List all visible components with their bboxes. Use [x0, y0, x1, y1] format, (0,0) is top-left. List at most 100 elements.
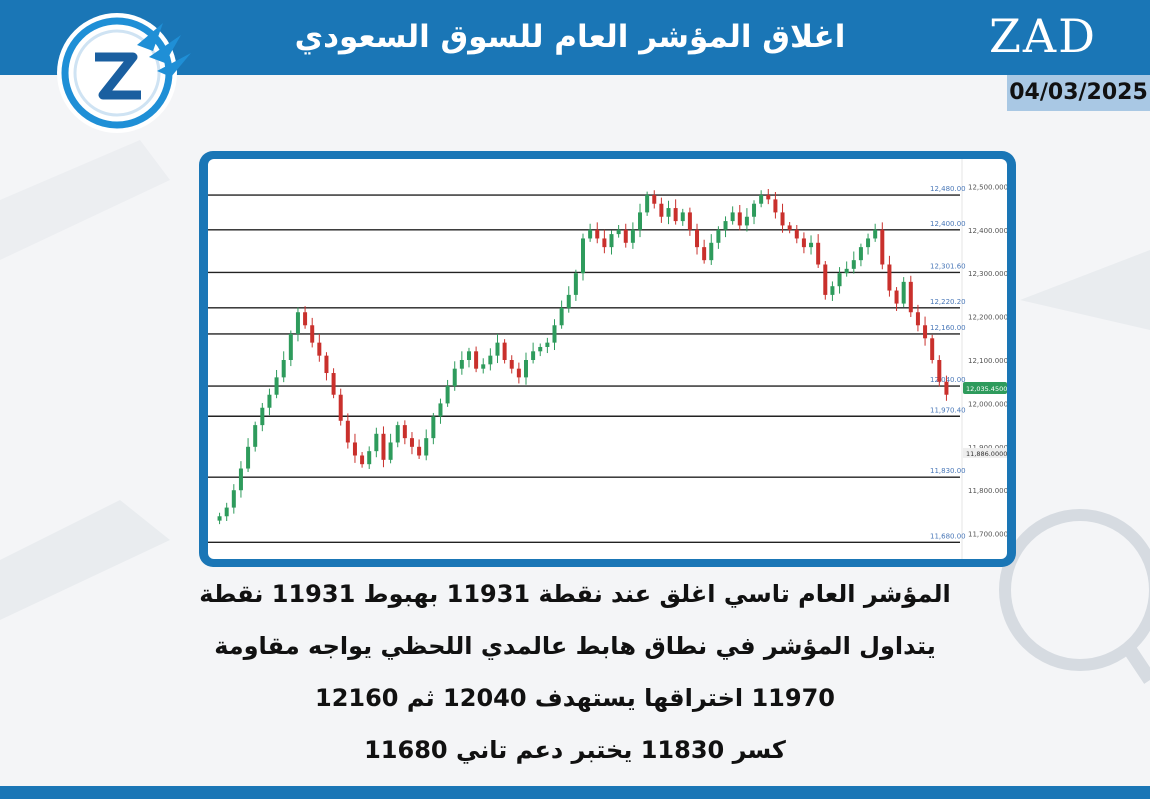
- candle-body: [915, 312, 920, 326]
- candle-body: [552, 325, 557, 343]
- y-tick-label: 12,300.0000: [968, 270, 1007, 278]
- date-badge: 04/03/2025: [1007, 75, 1150, 111]
- candle-body: [837, 273, 842, 287]
- candle-body: [623, 229, 628, 243]
- marker-price-tag: [963, 447, 1007, 458]
- y-tick-label: 11,900.0000: [968, 444, 1007, 452]
- candle-body: [944, 381, 949, 395]
- candle-body: [217, 516, 222, 521]
- candle-body: [466, 351, 471, 360]
- candle-body: [923, 325, 928, 339]
- candle-body: [702, 247, 707, 261]
- candle-body: [509, 360, 514, 369]
- current-price-label: 12,035.4500: [966, 385, 1007, 393]
- candle-body: [545, 342, 550, 347]
- footer-bar: [0, 786, 1150, 799]
- candle-body: [858, 247, 863, 261]
- candle-body: [595, 229, 600, 239]
- candle-body: [310, 325, 315, 343]
- candle-body: [559, 307, 564, 326]
- candle-body: [573, 273, 578, 295]
- header-bar: اغلاق المؤشر العام للسوق السعودي ZAD: [0, 0, 1150, 75]
- candle-body: [759, 195, 764, 204]
- level-label: 11,830.00: [930, 467, 966, 475]
- candle-body: [438, 403, 443, 417]
- candle-body: [873, 229, 878, 239]
- candle-body: [367, 451, 372, 465]
- candle-body: [445, 386, 450, 404]
- candle-body: [645, 195, 650, 213]
- candle-body: [502, 342, 507, 360]
- candle-body: [523, 360, 528, 378]
- analysis-line-2: يتداول المؤشر في نطاق هابط عالمدي اللحظي…: [214, 632, 936, 660]
- candle-body: [794, 229, 799, 239]
- y-tick-label: 12,000.0000: [968, 400, 1007, 408]
- analysis-line-3: 11970 اختراقها يستهدف 12040 ثم 12160: [315, 684, 835, 712]
- candle-body: [609, 234, 614, 248]
- candle-body: [238, 468, 243, 491]
- candle-body: [680, 212, 685, 222]
- candle-body: [908, 281, 913, 313]
- chart-frame: 12,500.0000 12,400.0000 12,300.0000 12,200.…: [199, 151, 1016, 567]
- candle-body: [752, 203, 757, 217]
- candle-body: [709, 242, 714, 261]
- current-price-tag: [963, 382, 1007, 395]
- candle-body: [823, 264, 828, 295]
- y-tick-label: 12,400.0000: [968, 227, 1007, 235]
- analysis-line-1: المؤشر العام تاسي اغلق عند نقطة 11931 به…: [199, 580, 951, 608]
- level-label: 12,480.00: [930, 185, 966, 193]
- candle-body: [224, 507, 229, 517]
- candle-body: [459, 360, 464, 369]
- candle-body: [737, 212, 742, 226]
- candle-body: [317, 342, 322, 356]
- brand-wordmark: ZAD: [988, 9, 1098, 63]
- candle-body: [616, 229, 621, 235]
- candle-body: [744, 216, 749, 226]
- candle-body: [581, 238, 585, 274]
- candle-body: [695, 229, 700, 248]
- candle-body: [488, 355, 493, 365]
- candle-body: [474, 351, 479, 369]
- candle-body: [659, 203, 664, 217]
- candle-body: [516, 368, 521, 378]
- candle-body: [887, 264, 892, 291]
- y-tick-label: 12,200.0000: [968, 314, 1007, 322]
- y-tick-label: 12,500.0000: [968, 183, 1007, 191]
- candle-body: [766, 195, 771, 200]
- chart-area: 12,500.0000 12,400.0000 12,300.0000 12,200.…: [208, 159, 1007, 559]
- candle-body: [260, 407, 265, 426]
- candle-body: [267, 394, 272, 408]
- candle-body: [374, 433, 379, 452]
- candle-body: [538, 346, 543, 352]
- candle-body: [274, 377, 279, 395]
- y-tick-label: 11,800.0000: [968, 487, 1007, 495]
- level-label: 12,160.00: [930, 324, 966, 332]
- level-label: 11,970.40: [930, 406, 966, 414]
- candle-body: [894, 290, 899, 304]
- candle-body: [288, 333, 293, 360]
- candle-body: [730, 212, 735, 222]
- candle-body: [866, 238, 871, 248]
- y-tick-label: 12,100.0000: [968, 357, 1007, 365]
- candle-body: [937, 360, 942, 382]
- candle-body: [360, 455, 365, 465]
- candle-body: [809, 242, 814, 248]
- candle-body: [880, 229, 885, 265]
- candle-body: [638, 212, 643, 230]
- candle-body: [409, 438, 414, 447]
- candle-body: [303, 312, 308, 326]
- candle-body: [566, 294, 571, 308]
- level-label: 12,301.60: [930, 262, 966, 270]
- candle-body: [630, 229, 635, 243]
- candle-body: [281, 360, 286, 378]
- candle-body: [723, 221, 728, 230]
- candle-body: [673, 208, 678, 222]
- candle-body: [431, 416, 436, 439]
- candle-body: [787, 225, 792, 230]
- candle-body: [395, 425, 400, 443]
- zad-logo-icon: [57, 13, 191, 133]
- candle-body: [602, 238, 607, 248]
- candle-body: [417, 446, 422, 456]
- candle-body: [246, 446, 251, 469]
- page-title: اغلاق المؤشر العام للسوق السعودي: [294, 19, 846, 55]
